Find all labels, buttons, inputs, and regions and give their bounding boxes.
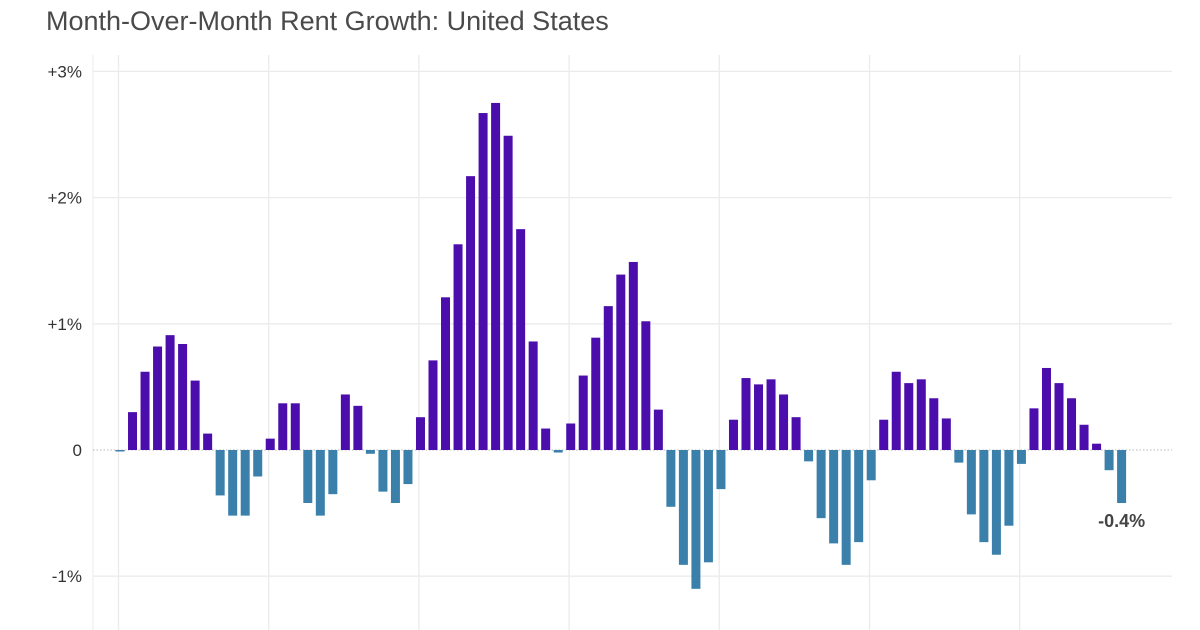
bar-negative — [1104, 450, 1114, 471]
bar-negative — [315, 450, 325, 516]
data-label: -0.4% — [1098, 511, 1145, 531]
bar-negative — [215, 450, 225, 496]
bar-positive — [1092, 443, 1102, 450]
bar-negative — [666, 450, 676, 507]
bar-negative — [403, 450, 413, 485]
bar-positive — [203, 433, 213, 450]
bar-negative — [378, 450, 388, 492]
bar-positive — [653, 409, 663, 450]
y-tick-label: +2% — [48, 189, 83, 208]
bar-negative — [854, 450, 864, 543]
bar-positive — [941, 418, 951, 450]
bar-negative — [1016, 450, 1026, 464]
bar-positive — [265, 438, 275, 450]
bar-negative — [691, 450, 701, 589]
bar-negative — [115, 450, 125, 452]
bar-positive — [491, 102, 501, 450]
bar-positive — [929, 398, 939, 450]
bar-positive — [603, 306, 613, 450]
y-tick-label: -1% — [52, 567, 82, 586]
bar-positive — [453, 244, 463, 450]
bar-negative — [954, 450, 964, 463]
bar-negative — [966, 450, 976, 515]
bar-positive — [290, 403, 300, 450]
bar-negative — [866, 450, 876, 481]
bar-negative — [390, 450, 400, 504]
bar-positive — [503, 135, 513, 450]
annotations: -0.4% — [1098, 511, 1145, 531]
bar-positive — [190, 380, 200, 450]
bar-positive — [628, 261, 638, 450]
bar-negative — [303, 450, 313, 504]
bar-negative — [991, 450, 1001, 555]
bar-negative — [553, 450, 563, 453]
bar-positive — [278, 403, 288, 450]
bar-positive — [641, 321, 651, 450]
bar-positive — [766, 379, 776, 450]
bar-positive — [353, 405, 363, 450]
bar-positive — [165, 335, 175, 450]
bar-negative — [979, 450, 989, 543]
bar-positive — [1067, 398, 1077, 450]
bar-positive — [466, 176, 476, 450]
bar-negative — [240, 450, 250, 516]
bar-positive — [566, 423, 576, 450]
bar-positive — [754, 384, 764, 450]
bar-positive — [578, 375, 588, 450]
y-tick-label: +1% — [48, 315, 83, 334]
bar-negative — [228, 450, 238, 516]
bar-positive — [541, 428, 551, 450]
bar-negative — [1004, 450, 1014, 526]
bar-positive — [178, 343, 188, 450]
bar-positive — [415, 417, 425, 450]
bar-negative — [829, 450, 839, 544]
bar-positive — [1079, 424, 1089, 450]
bars — [115, 102, 1127, 589]
y-axis-ticks: -1% 0 +1% +2% +3% — [48, 62, 83, 586]
bar-negative — [365, 450, 375, 454]
bar-negative — [1117, 450, 1127, 504]
bar-negative — [328, 450, 338, 495]
bar-negative — [804, 450, 814, 462]
bar-positive — [153, 346, 163, 450]
bar-positive — [891, 371, 901, 450]
bar-positive — [516, 229, 526, 450]
bar-positive — [428, 360, 438, 450]
bar-negative — [816, 450, 826, 519]
bar-positive — [478, 113, 488, 451]
bar-positive — [879, 419, 889, 450]
bar-positive — [591, 337, 601, 450]
bar-positive — [340, 394, 350, 450]
bar-positive — [140, 371, 150, 450]
chart-title: Month-Over-Month Rent Growth: United Sta… — [46, 6, 609, 36]
bar-positive — [616, 274, 626, 450]
bar-positive — [791, 417, 801, 450]
bar-positive — [528, 341, 538, 450]
bar-negative — [703, 450, 713, 563]
bar-negative — [253, 450, 263, 477]
y-tick-label: +3% — [48, 62, 83, 81]
bar-positive — [741, 378, 751, 450]
y-tick-label: 0 — [73, 441, 82, 460]
bar-positive — [779, 394, 789, 450]
bar-positive — [1029, 408, 1039, 450]
bar-positive — [904, 383, 914, 450]
bar-positive — [128, 412, 138, 450]
bar-positive — [728, 419, 738, 450]
bar-negative — [841, 450, 851, 565]
bar-positive — [441, 297, 451, 450]
bar-negative — [678, 450, 688, 565]
bar-positive — [1041, 367, 1051, 450]
bar-positive — [916, 379, 926, 450]
bar-negative — [716, 450, 726, 490]
bar-positive — [1054, 383, 1064, 450]
